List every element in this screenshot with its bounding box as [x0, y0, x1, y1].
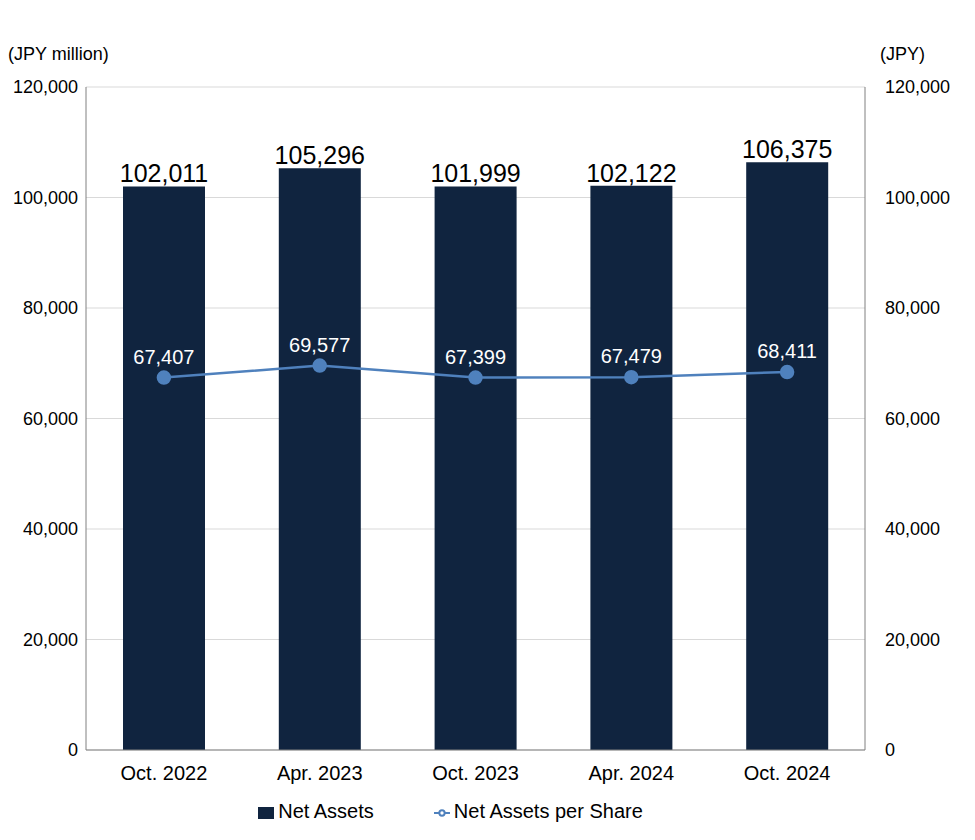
svg-text:105,296: 105,296: [275, 141, 365, 169]
svg-text:106,375: 106,375: [742, 135, 832, 163]
svg-text:67,479: 67,479: [601, 345, 662, 367]
svg-text:40,000: 40,000: [885, 519, 940, 539]
svg-text:Apr. 2024: Apr. 2024: [588, 762, 674, 784]
svg-text:69,577: 69,577: [289, 334, 350, 356]
svg-text:20,000: 20,000: [23, 630, 78, 650]
svg-text:60,000: 60,000: [23, 409, 78, 429]
svg-text:20,000: 20,000: [885, 630, 940, 650]
svg-text:60,000: 60,000: [885, 409, 940, 429]
svg-text:101,999: 101,999: [430, 159, 520, 187]
svg-text:40,000: 40,000: [23, 519, 78, 539]
html-text:(JPY): (JPY): [880, 44, 925, 64]
svg-text:102,122: 102,122: [586, 159, 676, 187]
svg-text:0: 0: [68, 740, 78, 760]
html-text:(JPY million): (JPY million): [8, 44, 109, 64]
svg-text:100,000: 100,000: [885, 188, 950, 208]
svg-text:Oct. 2023: Oct. 2023: [432, 762, 519, 784]
svg-text:67,407: 67,407: [133, 346, 194, 368]
svg-text:80,000: 80,000: [23, 298, 78, 318]
svg-text:100,000: 100,000: [13, 188, 78, 208]
svg-text:80,000: 80,000: [885, 298, 940, 318]
html-text:Net Assets: Net Assets: [278, 800, 374, 822]
html-text:Net Assets per Share: Net Assets per Share: [453, 800, 643, 822]
svg-text:120,000: 120,000: [13, 77, 78, 97]
svg-text:68,411: 68,411: [757, 340, 817, 362]
svg-text:67,399: 67,399: [445, 346, 506, 368]
svg-text:Apr. 2023: Apr. 2023: [277, 762, 363, 784]
svg-text:102,011: 102,011: [120, 159, 209, 187]
svg-text:Oct. 2024: Oct. 2024: [744, 762, 831, 784]
svg-text:0: 0: [885, 740, 895, 760]
svg-text:Oct. 2022: Oct. 2022: [121, 762, 208, 784]
svg-text:120,000: 120,000: [885, 77, 950, 97]
